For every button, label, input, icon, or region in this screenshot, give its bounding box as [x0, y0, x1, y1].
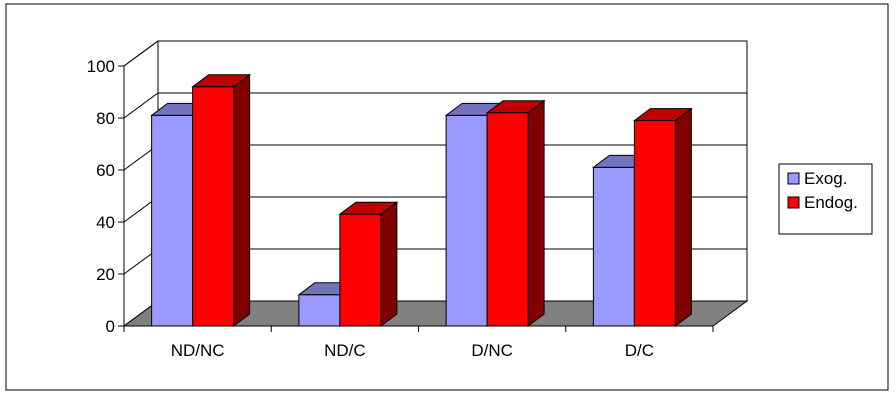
- x-category-label: D/NC: [471, 341, 513, 360]
- bar-side: [233, 73, 251, 327]
- bars: [150, 73, 693, 327]
- bar-side: [380, 201, 398, 327]
- legend-swatch: [787, 196, 800, 209]
- bar-front: [298, 294, 341, 327]
- y-tick-label: 20: [96, 265, 115, 284]
- bar-front: [633, 120, 676, 327]
- bar-front: [486, 112, 529, 327]
- gridline: [123, 40, 747, 67]
- bar-front: [192, 86, 235, 327]
- x-category-label: ND/C: [324, 341, 366, 360]
- bar: [485, 99, 546, 327]
- bar: [338, 201, 399, 327]
- bar: [632, 107, 693, 327]
- legend-swatch: [787, 172, 800, 185]
- y-tick-label: 40: [96, 213, 115, 232]
- bar-front: [339, 213, 382, 327]
- legend-label: Endog.: [804, 193, 858, 212]
- legend: Exog. Endog.: [778, 163, 873, 235]
- y-tick-label: 100: [87, 57, 115, 76]
- bar-front: [445, 114, 488, 327]
- y-tick-label: 80: [96, 109, 115, 128]
- x-category-label: D/C: [625, 341, 654, 360]
- bar-side: [674, 107, 692, 327]
- bar: [191, 73, 252, 327]
- bar-front: [151, 114, 194, 327]
- y-tick-label: 0: [106, 317, 115, 336]
- bar-front: [592, 166, 635, 327]
- x-category-label: ND/NC: [171, 341, 225, 360]
- bar-side: [527, 99, 545, 327]
- y-tick-label: 60: [96, 161, 115, 180]
- x-axis-labels: ND/NC ND/C D/NC D/C: [171, 341, 654, 360]
- legend-label: Exog.: [804, 169, 847, 188]
- gridline: [123, 92, 747, 119]
- y-axis-ticks: 0 20 40 60 80 100: [87, 57, 124, 336]
